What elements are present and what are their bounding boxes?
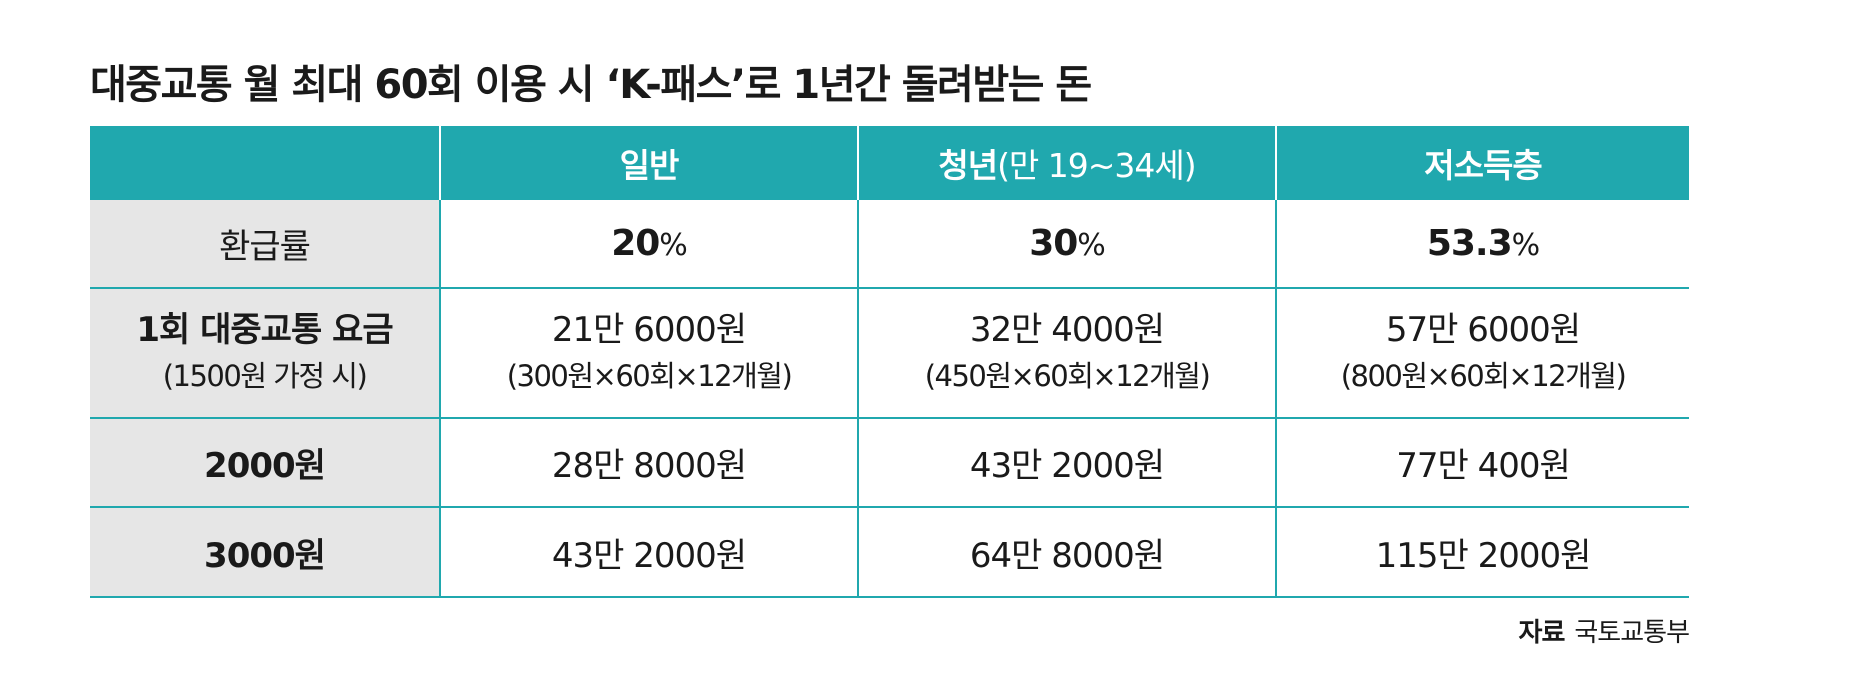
cell-fare-2000-low-income: 77만 400원 [1275, 418, 1689, 508]
header-youth-label: 청년 [938, 146, 998, 185]
cell-fare-2000-youth: 43만 2000원 [857, 418, 1276, 508]
cell-fare-1500-low-income: 57만 6000원 (800원×60회×12개월) [1275, 288, 1689, 419]
refund-table: 일반 청년(만 19~34세) 저소득층 환급률 20% 30% 53.3% 1… [90, 126, 1689, 598]
rate-youth-value: 30 [1029, 223, 1078, 264]
source-note: 자료 국토교통부 [1518, 612, 1690, 649]
cell-fare-1500-youth: 32만 4000원 (450원×60회×12개월) [857, 288, 1276, 419]
cell-rate-youth: 30% [857, 200, 1276, 289]
table-row-fare-3000: 3000원 43만 2000원 64만 8000원 115만 2000원 [90, 507, 1689, 598]
row-label-fare-note: (1500원 가정 시) [162, 359, 368, 393]
rate-general-unit: % [659, 228, 687, 263]
rate-general-value: 20 [611, 223, 660, 264]
cell-fare-3000-low-income: 115만 2000원 [1275, 507, 1689, 598]
row-label-fare-3000: 3000원 [90, 507, 440, 598]
cell-fare-3000-youth: 64만 8000원 [857, 507, 1276, 598]
header-low-income-label: 저소득층 [1424, 146, 1542, 185]
table-row-fare-2000: 2000원 28만 8000원 43만 2000원 77만 400원 [90, 418, 1689, 508]
cell-rate-general: 20% [439, 200, 858, 289]
amount-1500-low-income: 57만 6000원 [1385, 310, 1581, 350]
rate-low-income-unit: % [1511, 228, 1540, 263]
rate-low-income-value: 53.3 [1426, 223, 1513, 264]
header-low-income: 저소득층 [1275, 126, 1689, 200]
header-youth: 청년(만 19~34세) [857, 126, 1276, 200]
page-title: 대중교통 월 최대 60회 이용 시 ‘K-패스’로 1년간 돌려받는 돈 [90, 62, 1092, 108]
formula-1500-low-income: (800원×60회×12개월) [1340, 359, 1627, 393]
formula-1500-youth: (450원×60회×12개월) [924, 359, 1211, 393]
amount-1500-general: 21만 6000원 [551, 310, 747, 350]
table-row-fare-1500: 1회 대중교통 요금 (1500원 가정 시) 21만 6000원 (300원×… [90, 288, 1689, 419]
source-label: 자료 [1518, 618, 1566, 648]
cell-rate-low-income: 53.3% [1275, 200, 1689, 289]
amount-1500-youth: 32만 4000원 [969, 310, 1165, 350]
cell-fare-1500-general: 21만 6000원 (300원×60회×12개월) [439, 288, 858, 419]
cell-fare-2000-general: 28만 8000원 [439, 418, 858, 508]
header-general: 일반 [439, 126, 858, 200]
header-corner [90, 126, 440, 200]
row-label-fare-1500: 1회 대중교통 요금 (1500원 가정 시) [90, 288, 440, 419]
table-row-refund-rate: 환급률 20% 30% 53.3% [90, 200, 1689, 289]
rate-youth-unit: % [1077, 228, 1105, 263]
row-label-fare-title: 1회 대중교통 요금 [136, 310, 393, 350]
header-youth-age: (만 19~34세) [997, 146, 1197, 185]
row-label-refund-rate: 환급률 [90, 200, 440, 289]
row-label-fare-2000: 2000원 [90, 418, 440, 508]
table-header-row: 일반 청년(만 19~34세) 저소득층 [90, 126, 1689, 200]
header-general-label: 일반 [619, 146, 680, 185]
cell-fare-3000-general: 43만 2000원 [439, 507, 858, 598]
formula-1500-general: (300원×60회×12개월) [506, 359, 793, 393]
source-value: 국토교통부 [1574, 618, 1690, 648]
